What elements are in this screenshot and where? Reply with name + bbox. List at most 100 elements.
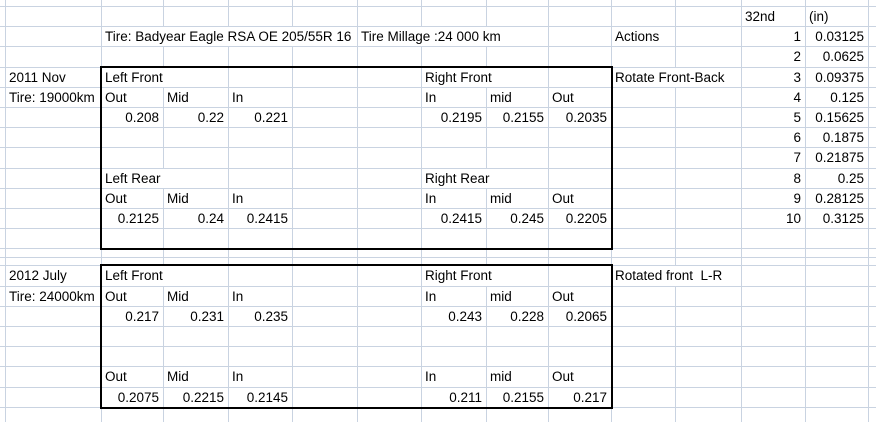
cell-L2[interactable]: 1 xyxy=(793,29,801,45)
cell-M6[interactable]: 0.15625 xyxy=(815,110,864,125)
cell-M9[interactable]: 0.25 xyxy=(837,170,864,186)
cell-G10[interactable]: In xyxy=(422,188,440,208)
cell-L4[interactable]: 3 xyxy=(793,69,801,85)
cell-M10[interactable]: 0.28125 xyxy=(815,190,864,206)
cell-B21[interactable]: 0.2075 xyxy=(117,389,159,405)
cell-C10[interactable]: Mid xyxy=(164,188,192,208)
cell-C11[interactable]: 0.24 xyxy=(197,211,224,226)
cell-L3[interactable]: 2 xyxy=(793,49,801,65)
cell-B16[interactable]: Out xyxy=(102,286,130,306)
cell-M1[interactable]: (in) xyxy=(806,7,832,27)
cell-B9[interactable]: Left Rear xyxy=(102,168,164,188)
gridline-horizontal xyxy=(0,147,876,149)
gridline-horizontal xyxy=(0,256,876,258)
cell-M5[interactable]: 0.125 xyxy=(830,89,864,105)
cell-H6[interactable]: 0.2155 xyxy=(502,110,544,125)
cell-I6[interactable]: 0.2035 xyxy=(565,110,607,125)
cell-L7[interactable]: 6 xyxy=(793,130,801,146)
cell-C6[interactable]: 0.22 xyxy=(197,110,224,125)
gridline-horizontal xyxy=(0,305,876,307)
cell-D5[interactable]: In xyxy=(229,87,247,107)
cell-B11[interactable]: 0.2125 xyxy=(117,211,159,226)
cell-H11[interactable]: 0.245 xyxy=(510,211,544,226)
cell-H21[interactable]: 0.2155 xyxy=(502,389,544,405)
cell-C21[interactable]: 0.2215 xyxy=(182,389,224,405)
cell-M3[interactable]: 0.0625 xyxy=(822,49,864,65)
cell-I16[interactable]: Out xyxy=(549,286,577,306)
cell-G5[interactable]: In xyxy=(422,87,440,107)
cell-G11[interactable]: 0.2415 xyxy=(440,211,482,226)
cell-G4[interactable]: Right Front xyxy=(422,67,495,87)
cell-M8[interactable]: 0.21875 xyxy=(815,150,864,166)
gridline-horizontal xyxy=(0,346,876,348)
cell-J4[interactable]: Rotate Front-Back xyxy=(612,67,728,87)
cell-D11[interactable]: 0.2415 xyxy=(246,211,288,226)
cell-M4[interactable]: 0.09375 xyxy=(815,69,864,85)
cell-B15[interactable]: Left Front xyxy=(102,266,166,286)
cell-B20[interactable]: Out xyxy=(102,367,130,387)
cell-B5[interactable]: Out xyxy=(102,87,130,107)
gridline-horizontal xyxy=(0,386,876,388)
cell-I10[interactable]: Out xyxy=(549,188,577,208)
gridline-horizontal xyxy=(0,285,876,287)
cell-D21[interactable]: 0.2145 xyxy=(246,389,288,405)
cell-C17[interactable]: 0.231 xyxy=(190,308,224,324)
cell-G16[interactable]: In xyxy=(422,286,440,306)
cell-G17[interactable]: 0.243 xyxy=(448,308,482,324)
cell-G21[interactable]: 0.211 xyxy=(449,389,482,405)
cell-B10[interactable]: Out xyxy=(102,188,130,208)
cell-L9[interactable]: 8 xyxy=(793,170,801,186)
cell-B2[interactable]: Tire: Badyear Eagle RSA OE 205/55R 16 xyxy=(102,27,355,47)
cell-B6[interactable]: 0.208 xyxy=(125,110,159,125)
cell-D10[interactable]: In xyxy=(229,188,247,208)
cell-I17[interactable]: 0.2065 xyxy=(565,308,607,324)
cell-A5[interactable]: Tire: 19000km xyxy=(6,87,98,107)
cell-H16[interactable]: mid xyxy=(487,286,515,306)
gridline-horizontal xyxy=(0,26,876,28)
cell-H5[interactable]: mid xyxy=(487,87,515,107)
gridline-vertical xyxy=(548,0,549,422)
gridline-vertical xyxy=(805,0,806,422)
cell-L1[interactable]: 32nd xyxy=(742,7,779,27)
cell-G9[interactable]: Right Rear xyxy=(422,168,493,188)
gridline-horizontal xyxy=(0,127,876,129)
cell-M7[interactable]: 0.1875 xyxy=(822,130,864,146)
gridline-horizontal xyxy=(0,326,876,327)
cell-D6[interactable]: 0.221 xyxy=(254,110,288,125)
cell-M11[interactable]: 0.3125 xyxy=(822,211,864,226)
cell-I11[interactable]: 0.2205 xyxy=(565,211,607,226)
cell-G20[interactable]: In xyxy=(422,367,440,387)
cell-H20[interactable]: mid xyxy=(487,367,515,387)
cell-D16[interactable]: In xyxy=(229,286,247,306)
cell-B17[interactable]: 0.217 xyxy=(125,308,159,324)
cell-D20[interactable]: In xyxy=(229,367,247,387)
cell-I21[interactable]: 0.217 xyxy=(573,389,607,405)
cell-I5[interactable]: Out xyxy=(549,87,577,107)
cell-C16[interactable]: Mid xyxy=(164,286,192,306)
cell-C5[interactable]: Mid xyxy=(164,87,192,107)
cell-D17[interactable]: 0.235 xyxy=(254,308,288,324)
gridline-vertical xyxy=(611,0,612,422)
cell-M2[interactable]: 0.03125 xyxy=(815,29,864,45)
cell-H10[interactable]: mid xyxy=(487,188,515,208)
cell-B4[interactable]: Left Front xyxy=(102,67,166,87)
cell-C20[interactable]: Mid xyxy=(164,367,192,387)
cell-G15[interactable]: Right Front xyxy=(422,266,495,286)
cell-L10[interactable]: 9 xyxy=(793,190,801,206)
cell-L5[interactable]: 4 xyxy=(793,89,801,105)
cell-A16[interactable]: Tire: 24000km xyxy=(6,286,98,306)
gridline-vertical xyxy=(486,0,487,422)
cell-G6[interactable]: 0.2195 xyxy=(440,110,482,125)
cell-J15[interactable]: Rotated front L-R xyxy=(612,266,726,286)
cell-L6[interactable]: 5 xyxy=(793,110,801,125)
cell-A4[interactable]: 2011 Nov xyxy=(6,67,69,87)
cell-J2[interactable]: Actions xyxy=(612,27,663,47)
cell-L8[interactable]: 7 xyxy=(793,150,801,166)
gridline-horizontal xyxy=(0,187,876,189)
cell-F2[interactable]: Tire Millage :24 000 km xyxy=(358,27,504,47)
cell-L11[interactable]: 10 xyxy=(785,211,801,226)
cell-H17[interactable]: 0.228 xyxy=(510,308,544,324)
cell-I20[interactable]: Out xyxy=(549,367,577,387)
cell-A15[interactable]: 2012 July xyxy=(6,266,70,286)
